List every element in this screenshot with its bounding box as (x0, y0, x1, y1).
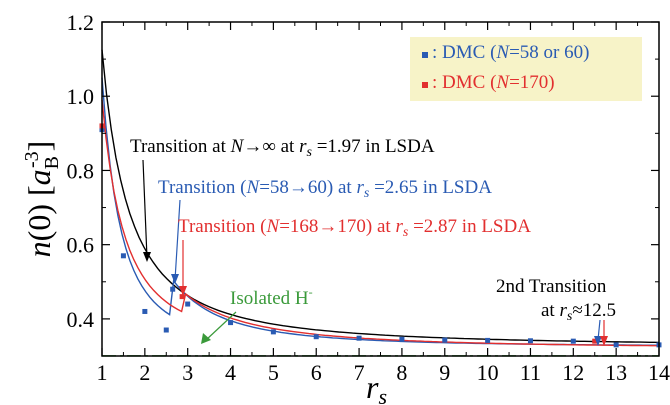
x-tick-label: 12 (562, 360, 584, 385)
dmc-58-60-point (270, 329, 276, 335)
dmc-58-60-point (570, 338, 576, 344)
annotation-lsda-58-60: Transition (N=58→60) at rs =2.65 in LSDA (158, 177, 492, 201)
axes: 1 2 3 4 5 6 7 8 9 10 11 12 13 140.40.60.81.01.2rsn(0)… (21, 10, 670, 405)
x-tick-label: 7 (354, 360, 365, 385)
dmc-58-60-point (228, 320, 234, 326)
dmc-58-60-point (163, 327, 169, 333)
arrowhead-lsda-168-170 (179, 286, 187, 296)
y-axis-label: n(0) [aB-3] (21, 141, 63, 258)
x-tick-label: 14 (648, 360, 670, 385)
arrow-lsda-58-60 (174, 199, 181, 281)
dmc-58-60-point (442, 337, 448, 343)
legend-marker (422, 82, 428, 88)
y-tick-label: 0.8 (67, 158, 95, 183)
x-tick-label: 5 (268, 360, 279, 385)
x-axis-label: rs (366, 369, 387, 405)
arrowhead-lsda-58-60 (171, 274, 179, 284)
dmc-58-60-point (170, 286, 176, 292)
x-tick-label: 1 (97, 360, 108, 385)
arrowhead-second-transition-red (600, 336, 608, 346)
dmc-58-60-point (613, 342, 619, 348)
dmc-170-point (592, 338, 598, 344)
y-tick-label: 0.6 (67, 233, 95, 258)
legend-box (410, 37, 642, 101)
annotations: Transition at N→∞ at rs =1.97 in LSDA Tra… (130, 136, 616, 346)
legend-marker (422, 52, 428, 58)
x-tick-label: 10 (477, 360, 499, 385)
x-tick-label: 4 (225, 360, 236, 385)
legend: : DMC (N=58 or 60) : DMC (N=170) (410, 37, 642, 101)
arrowhead-second-transition-blue (594, 336, 602, 346)
x-tick-label: 11 (520, 360, 541, 385)
y-tick-label: 1.2 (67, 10, 95, 35)
dmc-58-60-point (527, 338, 533, 344)
annotation-lsda-168-170: Transition (N=168→170) at rs =2.87 in LS… (178, 216, 531, 240)
dmc-58-60-point (120, 253, 126, 259)
x-tick-label: 2 (139, 360, 150, 385)
arrowhead-lsda-infinite (143, 252, 151, 262)
x-tick-label: 8 (396, 360, 407, 385)
dmc-58-60-point (142, 308, 148, 314)
dmc-58-60-point (313, 334, 319, 340)
x-tick-label: 9 (439, 360, 450, 385)
y-tick-label: 0.4 (67, 307, 95, 332)
annotation-second-transition-line2: at rs≈12.5 (541, 300, 616, 324)
dmc-58-60-point (356, 335, 362, 341)
arrowhead-isolated-h (201, 333, 211, 344)
lsda-168-170-curve (101, 99, 659, 347)
legend-label: : DMC (N=58 or 60) (432, 42, 589, 63)
arrow-lsda-infinite (142, 159, 148, 259)
annotation-lsda-infinite: Transition at N→∞ at rs =1.97 in LSDA (130, 136, 435, 160)
legend-label: : DMC (N=170) (432, 72, 555, 93)
lsda-infinite-curve (101, 49, 660, 344)
dmc-58-60-point (485, 337, 491, 343)
x-tick-label: 6 (311, 360, 322, 385)
dmc-58-60-point (185, 301, 191, 307)
x-tick-label: 3 (182, 360, 193, 385)
dmc-58-60-point (399, 336, 405, 342)
annotation-second-transition-line1: 2nd Transition (496, 276, 607, 297)
annotation-isolated-h: Isolated H- (230, 285, 313, 309)
x-tick-label: 13 (605, 360, 627, 385)
dmc-170-point (179, 294, 185, 300)
y-tick-label: 1.0 (67, 84, 95, 109)
arrow-isolated-h (205, 311, 237, 341)
